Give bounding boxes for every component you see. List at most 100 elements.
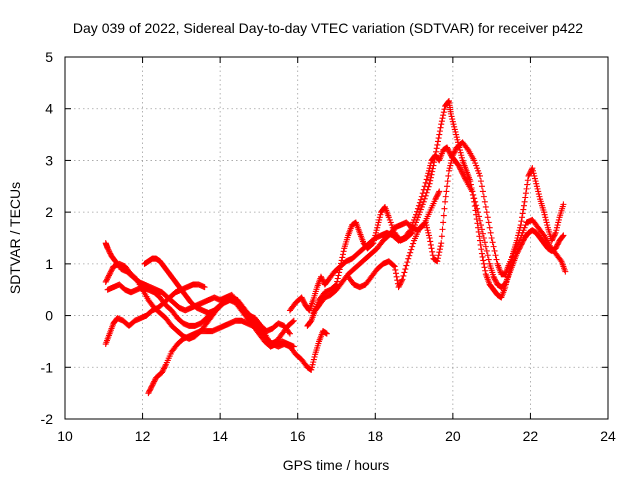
data-point — [423, 176, 430, 183]
data-point — [521, 224, 528, 231]
data-point — [551, 232, 558, 239]
data-point — [424, 227, 431, 234]
data-point — [522, 222, 529, 229]
data-point — [478, 226, 485, 233]
data-point — [477, 172, 484, 179]
data-point — [533, 183, 540, 190]
data-point — [479, 230, 486, 237]
data-point — [555, 240, 562, 247]
data-point — [452, 128, 459, 135]
data-point — [481, 198, 488, 205]
data-point — [482, 243, 489, 250]
data-point — [109, 266, 116, 273]
data-point — [540, 231, 547, 238]
data-point — [159, 368, 166, 375]
data-point — [526, 171, 533, 178]
data-point — [535, 188, 542, 195]
data-point — [430, 162, 437, 169]
chart-title: Day 039 of 2022, Sidereal Day-to-day VTE… — [73, 20, 583, 36]
data-point — [560, 232, 567, 239]
data-point — [442, 198, 449, 205]
data-point — [290, 317, 297, 324]
data-point — [429, 252, 436, 259]
data-point — [455, 162, 462, 169]
data-point — [530, 170, 537, 177]
data-point — [454, 136, 461, 143]
data-point — [553, 227, 560, 234]
data-point — [449, 118, 456, 125]
data-point — [301, 299, 308, 306]
data-point — [401, 269, 408, 276]
data-point — [370, 237, 377, 244]
data-point — [504, 276, 511, 283]
data-point — [493, 256, 500, 263]
data-point — [309, 361, 316, 368]
y-tick-label: 1 — [45, 256, 53, 272]
data-point — [427, 177, 434, 184]
data-point — [543, 219, 550, 226]
x-tick-label: 12 — [135, 428, 151, 444]
data-point — [388, 222, 395, 229]
x-tick-label: 20 — [445, 428, 461, 444]
data-point — [390, 262, 397, 269]
data-point — [427, 238, 434, 245]
data-point — [559, 233, 566, 240]
data-point — [424, 224, 430, 231]
data-point — [446, 165, 453, 172]
data-point — [290, 343, 297, 350]
data-point — [285, 329, 292, 336]
data-point — [486, 224, 493, 231]
data-point — [425, 170, 432, 177]
data-point — [407, 249, 414, 256]
data-point — [434, 255, 441, 262]
data-point — [441, 106, 448, 113]
data-point — [438, 233, 445, 240]
data-point — [435, 135, 442, 142]
data-point — [483, 209, 490, 216]
data-point — [385, 214, 392, 221]
data-point — [436, 246, 443, 253]
data-point — [479, 188, 486, 195]
data-point — [476, 170, 483, 177]
data-point — [318, 275, 325, 282]
data-point — [491, 247, 498, 254]
data-point — [107, 250, 114, 257]
data-point — [475, 228, 482, 235]
data-point — [544, 222, 551, 229]
data-point — [340, 248, 347, 255]
data-point — [488, 235, 495, 241]
data-point — [555, 216, 562, 223]
x-tick-label: 24 — [600, 428, 616, 444]
data-point — [147, 384, 154, 391]
data-point — [396, 281, 403, 288]
data-point — [317, 273, 324, 280]
data-point — [404, 259, 411, 266]
data-point — [373, 227, 380, 234]
data-point — [477, 178, 484, 185]
data-point — [542, 214, 549, 221]
data-point — [105, 247, 112, 254]
data-point — [426, 180, 433, 187]
data-point — [336, 269, 343, 276]
data-point — [536, 193, 543, 200]
data-point — [534, 185, 541, 192]
data-point — [104, 245, 111, 252]
points-layer — [102, 97, 569, 397]
data-point — [255, 328, 262, 335]
data-point — [469, 188, 476, 195]
x-tick-label: 14 — [212, 428, 228, 444]
data-point — [459, 170, 466, 177]
data-point — [445, 148, 452, 155]
data-point — [531, 175, 538, 182]
data-point — [408, 246, 415, 253]
data-point — [485, 256, 492, 263]
data-point — [429, 165, 436, 172]
data-point — [319, 276, 326, 283]
data-point — [533, 180, 540, 187]
data-point — [447, 162, 454, 169]
data-point — [392, 266, 399, 273]
data-point — [520, 202, 527, 209]
data-point — [475, 224, 482, 231]
data-point — [438, 121, 445, 128]
